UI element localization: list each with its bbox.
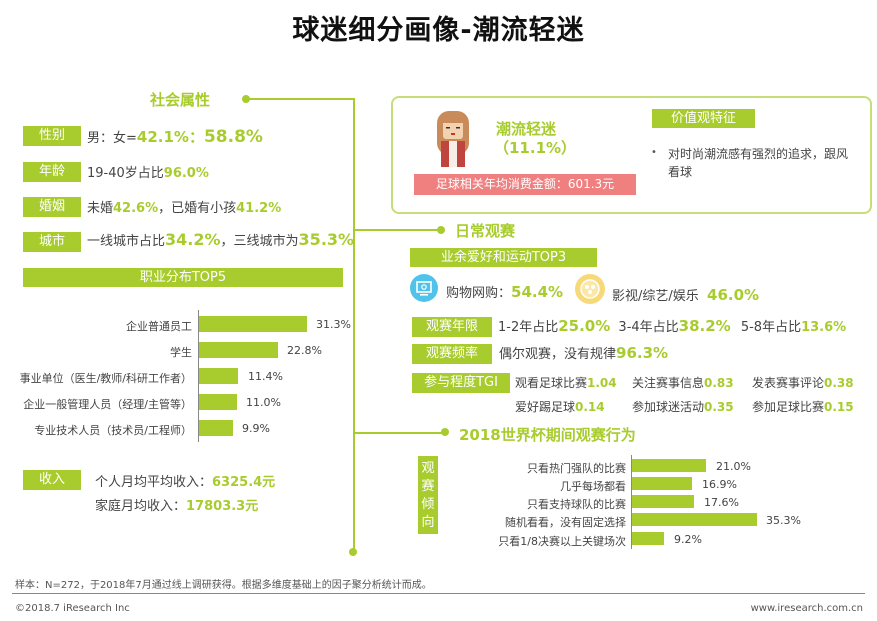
marriage-value: 未婚42.6%，已婚有小孩41.2% <box>87 201 282 216</box>
connector-dot <box>437 226 445 234</box>
income-tag: 收入 <box>23 470 81 490</box>
occupation-bar <box>199 342 278 358</box>
connector-line <box>353 432 445 434</box>
age-tag: 年龄 <box>23 162 81 182</box>
bullet: • <box>651 147 657 158</box>
page-title: 球迷细分画像-潮流轻迷 <box>292 15 585 46</box>
worldcup-bar <box>632 495 694 508</box>
tendency-tag: 观赛倾向 <box>418 456 438 534</box>
occupation-bar <box>199 420 233 436</box>
occupation-header: 职业分布TOP5 <box>23 268 343 287</box>
gender-tag: 性别 <box>23 126 81 146</box>
values-tag: 价值观特征 <box>652 109 755 128</box>
occupation-label: 专业技术人员（技术员/工程师） <box>34 424 192 437</box>
worldcup-value: 9.2% <box>674 533 702 546</box>
worldcup-label: 几乎每场都看 <box>560 480 626 493</box>
daily-title: 日常观赛 <box>455 222 516 240</box>
city-value: 一线城市占比34.2%，三线城市为35.3% <box>87 230 355 249</box>
income-personal: 个人月均平均收入：6325.4元 <box>95 475 276 490</box>
profile-name: 潮流轻迷 <box>496 120 557 138</box>
years-tag: 观赛年限 <box>412 317 492 337</box>
hobby-shopping: 购物网购：54.4% <box>446 283 564 301</box>
profile-percent: （11.1%） <box>494 139 577 157</box>
years-values: 1-2年占比25.0% 3-4年占比38.2% 5-8年占比13.6% <box>498 317 847 335</box>
connector-line <box>353 229 441 231</box>
occupation-axis <box>198 310 199 442</box>
worldcup-label: 只看1/8决赛以上关键场次 <box>498 535 626 548</box>
avatar <box>433 107 473 167</box>
connector-dot <box>441 428 449 436</box>
connector-line <box>246 98 354 100</box>
tgi-item: 观看足球比赛1.04 <box>515 376 617 390</box>
occupation-bar <box>199 316 307 332</box>
website-link[interactable]: www.iresearch.com.cn <box>750 603 863 614</box>
tgi-item: 参加足球比赛0.15 <box>752 400 854 414</box>
values-text: 对时尚潮流感有强烈的追求，跟风看球 <box>668 147 849 179</box>
worldcup-label: 只看支持球队的比赛 <box>527 498 626 511</box>
entertainment-icon <box>575 274 605 304</box>
occupation-bar <box>199 368 238 384</box>
occupation-label: 事业单位（医生/教师/科研工作者） <box>19 372 192 385</box>
marriage-tag: 婚姻 <box>23 197 81 217</box>
tgi-item: 关注赛事信息0.83 <box>632 376 734 390</box>
occupation-value: 22.8% <box>287 344 322 357</box>
profile-card <box>391 96 872 214</box>
spend-banner: 足球相关年均消费金额：601.3元 <box>414 174 636 195</box>
worldcup-value: 35.3% <box>766 514 801 527</box>
worldcup-axis <box>631 455 632 549</box>
sample-note: 样本：N=272，于2018年7月通过线上调研获得。根据多维度基础上的因子聚分析… <box>15 580 432 591</box>
shopping-icon <box>410 274 438 302</box>
tgi-item: 发表赛事评论0.38 <box>752 376 854 390</box>
worldcup-bar <box>632 477 692 490</box>
frequency-value: 偶尔观赛，没有规律96.3% <box>499 344 669 362</box>
worldcup-bar <box>632 459 706 472</box>
worldcup-label: 随机看看，没有固定选择 <box>505 516 626 529</box>
occupation-label: 学生 <box>170 346 192 359</box>
occupation-label: 企业一般管理人员（经理/主管等） <box>23 398 192 411</box>
tgi-item: 爱好踢足球0.14 <box>515 400 605 414</box>
city-tag: 城市 <box>23 232 81 252</box>
occupation-value: 11.4% <box>248 370 283 383</box>
tgi-item: 参加球迷活动0.35 <box>632 400 734 414</box>
income-family: 家庭月均收入：17803.3元 <box>95 499 259 514</box>
occupation-label: 企业普通员工 <box>126 320 192 333</box>
tgi-tag: 参与程度TGI <box>412 373 510 393</box>
worldcup-label: 只看热门强队的比赛 <box>527 462 626 475</box>
copyright: ©2018.7 iResearch Inc <box>15 603 130 614</box>
hobby-entertainment: 影视/综艺/娱乐 46.0% <box>612 286 760 304</box>
occupation-value: 31.3% <box>316 318 351 331</box>
occupation-bar <box>199 394 237 410</box>
worldcup-value: 21.0% <box>716 460 751 473</box>
girl-avatar-icon <box>437 111 469 167</box>
worldcup-title: 2018世界杯期间观赛行为 <box>459 426 636 444</box>
connector-dot <box>349 548 357 556</box>
footer-divider <box>12 593 865 594</box>
worldcup-value: 17.6% <box>704 496 739 509</box>
age-value: 19-40岁占比96.0% <box>87 166 209 181</box>
occupation-value: 9.9% <box>242 422 270 435</box>
worldcup-value: 16.9% <box>702 478 737 491</box>
gender-value: 男：女=42.1%：58.8% <box>87 127 263 147</box>
social-title: 社会属性 <box>150 91 211 109</box>
frequency-tag: 观赛频率 <box>412 344 492 364</box>
connector-line <box>353 98 355 550</box>
worldcup-bar <box>632 513 757 526</box>
hobby-tag: 业余爱好和运动TOP3 <box>410 248 597 267</box>
worldcup-bar <box>632 532 664 545</box>
occupation-value: 11.0% <box>246 396 281 409</box>
